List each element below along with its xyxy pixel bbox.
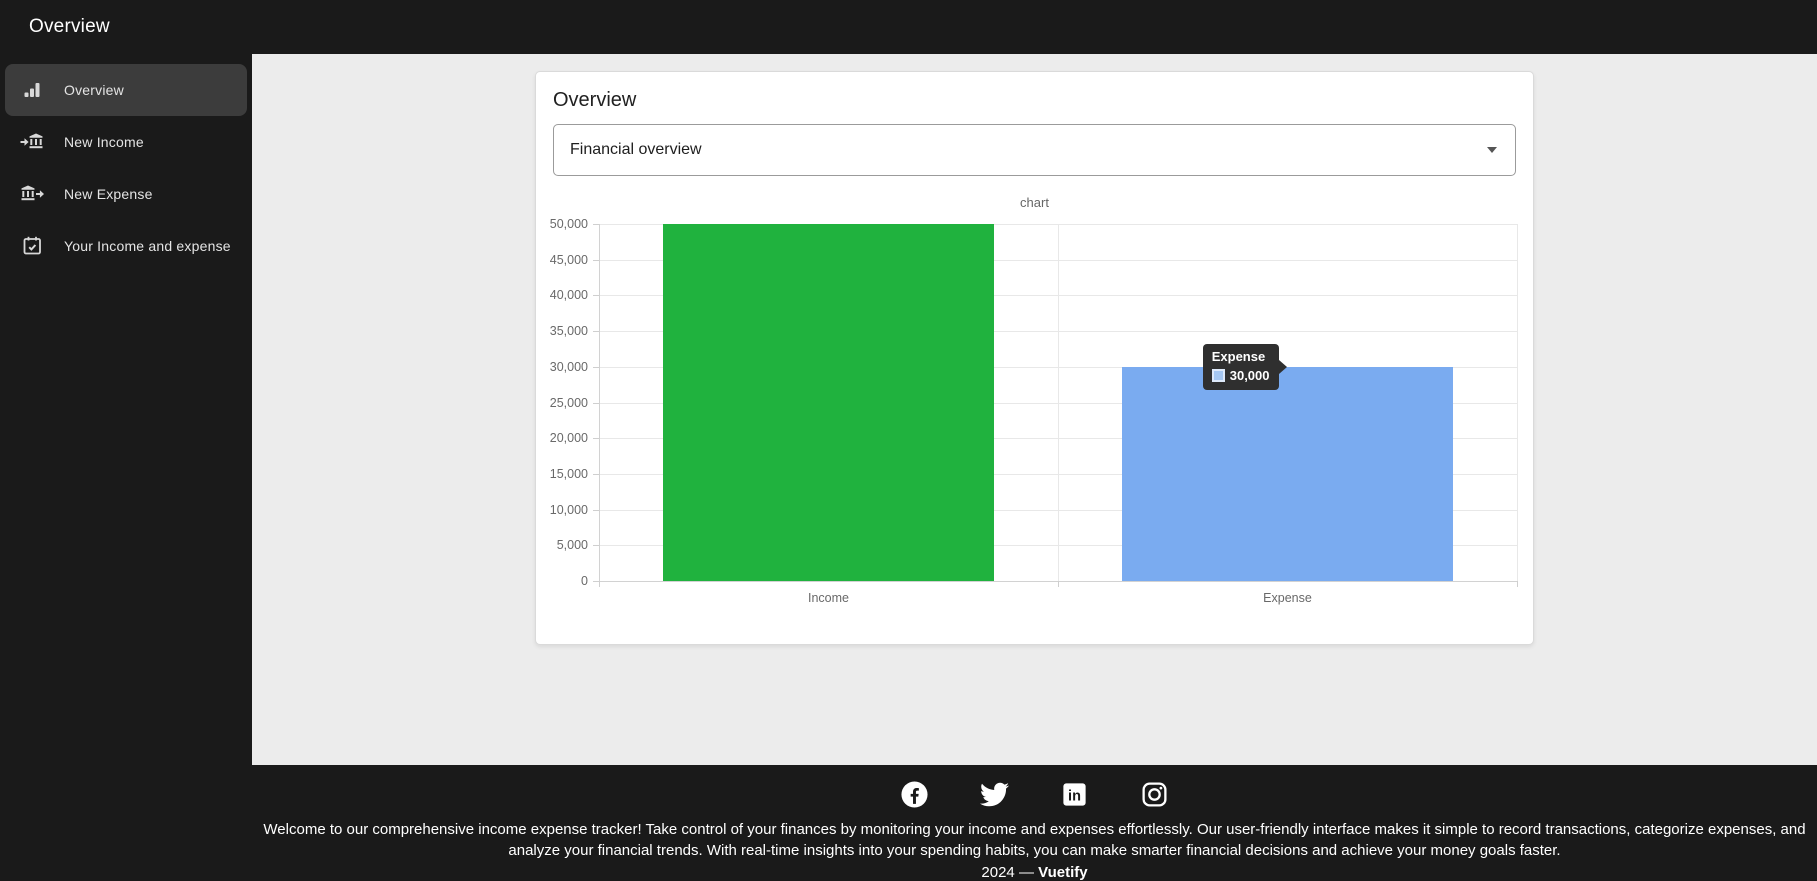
tooltip-title: Expense — [1211, 348, 1266, 364]
sidebar-item-label: Overview — [64, 82, 124, 98]
sidebar: Overview New Income New Expense Your Inc… — [0, 54, 252, 765]
main-content: Overview Financial overview chart 0 5,000… — [252, 54, 1817, 765]
gridline-vertical — [599, 224, 600, 581]
y-axis-label: 5,000 — [556, 538, 588, 553]
footer-description: Welcome to our comprehensive income expe… — [263, 821, 1806, 859]
y-axis-tick — [593, 366, 599, 368]
sidebar-item-new-income[interactable]: New Income — [5, 116, 247, 168]
y-axis-label: 10,000 — [549, 502, 588, 517]
gridline-vertical — [1058, 224, 1059, 581]
svg-text:in: in — [1068, 788, 1081, 804]
plot-area: Expense 30,000 — [593, 224, 1518, 587]
calendar-check-icon — [20, 234, 44, 258]
twitter-icon[interactable] — [980, 779, 1010, 809]
y-axis-label: 25,000 — [549, 395, 588, 410]
y-axis-tick — [593, 509, 599, 511]
card-title: Overview — [553, 89, 637, 111]
y-axis-label: 50,000 — [549, 217, 588, 231]
footer: in Welcome to our comprehensive income e… — [0, 765, 1817, 881]
bar-chart-icon — [20, 78, 44, 102]
chevron-down-icon — [1487, 147, 1497, 153]
tooltip-color-swatch — [1211, 369, 1225, 383]
y-axis-tick — [593, 295, 599, 297]
x-axis-tick — [599, 581, 600, 587]
bar-chart: chart 0 5,000 10,000 15,000 20,000 25,000 30,0… — [550, 195, 1518, 624]
sidebar-item-overview[interactable]: Overview — [5, 64, 247, 116]
y-axis-label: 45,000 — [549, 252, 588, 267]
sidebar-item-label: Your Income and expense — [64, 238, 231, 254]
y-axis-label: 30,000 — [549, 359, 588, 374]
y-axis-tick — [593, 545, 599, 547]
y-axis-tick — [593, 473, 599, 475]
x-axis-tick — [1517, 581, 1518, 587]
y-axis-tick — [593, 402, 599, 404]
y-axis: 0 5,000 10,000 15,000 20,000 25,000 30,000 35,0… — [550, 217, 1517, 588]
y-axis-tick — [593, 224, 599, 225]
y-axis-tick — [593, 438, 599, 440]
bar-expense[interactable] — [1122, 366, 1453, 581]
y-axis-label: 40,000 — [549, 288, 588, 303]
chart-title: chart — [1020, 195, 1049, 210]
y-axis-tick — [593, 581, 599, 582]
app-bar: Overview — [0, 0, 1817, 54]
y-axis-label: 0 — [581, 574, 588, 588]
y-axis-label: 35,000 — [549, 324, 588, 339]
x-axis: Income Expense — [553, 591, 1516, 611]
chart-type-select[interactable]: Financial overview — [553, 124, 1516, 176]
footer-year-prefix: 2024 — — [981, 864, 1039, 881]
tooltip-row: 30,000 — [1211, 367, 1270, 384]
overview-card: Overview Financial overview chart 0 5,000… — [535, 71, 1534, 645]
y-axis-label: 20,000 — [549, 431, 588, 446]
gridline-vertical — [1517, 224, 1518, 581]
app-bar-title: Overview — [29, 16, 110, 37]
sidebar-item-label: New Expense — [64, 186, 153, 202]
y-axis-label: 15,000 — [549, 466, 588, 481]
sidebar-item-new-expense[interactable]: New Expense — [5, 168, 247, 220]
body-row: Overview New Income New Expense Your Inc… — [0, 54, 1817, 765]
x-axis-tick — [1058, 581, 1059, 587]
select-value: Financial overview — [570, 141, 702, 158]
y-axis-tick — [593, 331, 599, 333]
x-axis-label: Income — [808, 591, 849, 605]
chart-canvas: 0 5,000 10,000 15,000 20,000 25,000 30,000 35,0… — [550, 217, 1518, 624]
y-axis-tick — [593, 259, 599, 261]
social-icons-row: in — [252, 778, 1817, 810]
footer-year: 2024 — Vuetify — [252, 864, 1817, 881]
chart-tooltip: Expense 30,000 — [1202, 343, 1287, 390]
sidebar-item-label: New Income — [64, 134, 144, 150]
bar-income[interactable] — [663, 224, 994, 581]
x-axis-label: Expense — [1263, 591, 1312, 605]
income-bank-icon — [20, 130, 44, 154]
linkedin-icon[interactable]: in — [1060, 779, 1090, 809]
tooltip-caret — [1278, 359, 1287, 374]
expense-bank-icon — [20, 182, 44, 206]
instagram-icon[interactable] — [1140, 779, 1170, 809]
tooltip-value: 30,000 — [1229, 367, 1270, 383]
facebook-icon[interactable] — [900, 779, 930, 809]
sidebar-item-your-income-and-expense[interactable]: Your Income and expense — [5, 220, 247, 272]
footer-inner: in Welcome to our comprehensive income e… — [252, 765, 1817, 881]
brand-name: Vuetify — [1038, 864, 1088, 881]
